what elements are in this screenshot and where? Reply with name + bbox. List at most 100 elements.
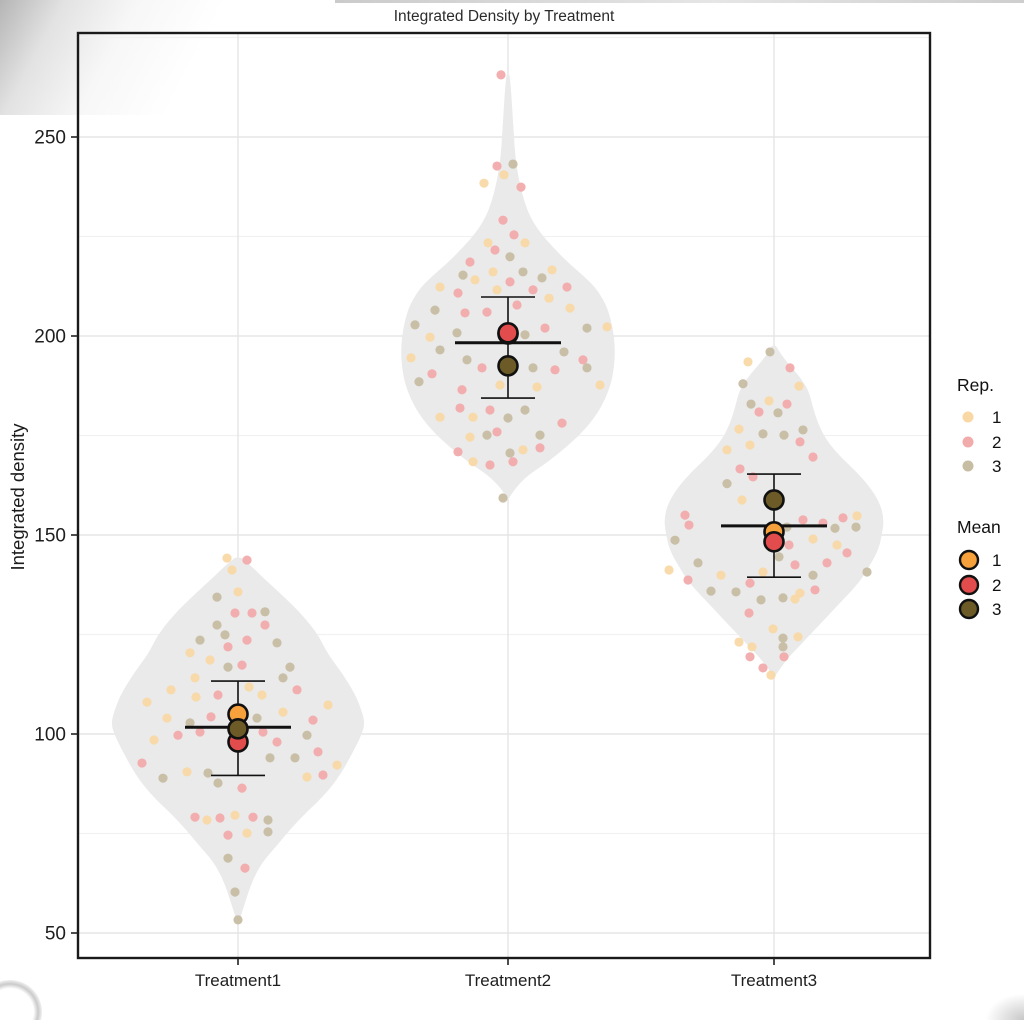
x-tick-label: Treatment1 — [195, 971, 281, 990]
jitter-point — [693, 558, 703, 568]
jitter-point — [766, 670, 776, 680]
legend-mean-swatch — [958, 549, 980, 571]
jitter-point — [680, 510, 690, 520]
y-axis-label: Integrated density — [7, 423, 28, 571]
y-tick-label: 150 — [34, 526, 66, 547]
jitter-point — [832, 540, 842, 550]
jitter-point — [272, 638, 282, 648]
jitter-point — [213, 690, 223, 700]
jitter-point — [862, 567, 872, 577]
jitter-point — [252, 713, 262, 723]
jitter-point — [852, 511, 862, 521]
jitter-point — [492, 285, 502, 295]
jitter-point — [745, 578, 755, 588]
jitter-point — [220, 630, 230, 640]
jitter-point — [195, 727, 205, 737]
jitter-point — [212, 592, 222, 602]
jitter-point — [185, 718, 195, 728]
jitter-point — [453, 288, 463, 298]
chart-title: Integrated Density by Treatment — [394, 8, 615, 25]
jitter-point — [260, 607, 270, 617]
jitter-point — [735, 464, 745, 474]
jitter-point — [758, 567, 768, 577]
jitter-point — [745, 440, 755, 450]
jitter-point — [509, 230, 519, 240]
jitter-point — [508, 159, 518, 169]
jitter-point — [808, 452, 818, 462]
jitter-point — [482, 307, 492, 317]
jitter-point — [458, 270, 468, 280]
jitter-point — [410, 320, 420, 330]
jitter-point — [240, 863, 250, 873]
jitter-point — [453, 447, 463, 457]
jitter-point — [851, 522, 861, 532]
jitter-point — [535, 443, 545, 453]
jitter-point — [435, 282, 445, 292]
jitter-point — [263, 827, 273, 837]
jitter-point — [457, 385, 467, 395]
jitter-point — [142, 697, 152, 707]
jitter-point — [215, 813, 225, 823]
jitter-point — [779, 652, 789, 662]
jitter-point — [260, 620, 270, 630]
jitter-points — [137, 70, 872, 925]
jitter-point — [182, 767, 192, 777]
jitter-point — [247, 608, 257, 618]
jitter-point — [479, 178, 489, 188]
jitter-point — [223, 853, 233, 863]
jitter-point — [532, 382, 542, 392]
jitter-point — [460, 308, 470, 318]
jitter-point — [808, 534, 818, 544]
jitter-point — [518, 445, 528, 455]
jitter-point — [798, 515, 808, 525]
jitter-point — [230, 810, 240, 820]
jitter-point — [482, 430, 492, 440]
jitter-point — [778, 642, 788, 652]
jitter-point — [313, 747, 323, 757]
jitter-point — [499, 170, 509, 180]
jitter-point — [498, 493, 508, 503]
jitter-point — [744, 608, 754, 618]
jitter-point — [503, 413, 513, 423]
mean-point-rep3 — [497, 355, 519, 377]
jitter-point — [302, 730, 312, 740]
jitter-point — [244, 682, 254, 692]
jitter-point — [162, 713, 172, 723]
legend-mean-label: 1 — [992, 551, 1001, 570]
jitter-point — [535, 430, 545, 440]
jitter-point — [149, 735, 159, 745]
jitter-point — [794, 381, 804, 391]
jitter-point — [435, 345, 445, 355]
jitter-point — [508, 457, 518, 467]
mean-point-rep2 — [763, 530, 785, 553]
jitter-point — [773, 408, 783, 418]
jitter-point — [223, 830, 233, 840]
jitter-point — [684, 520, 694, 530]
jitter-point — [308, 715, 318, 725]
jitter-point — [237, 660, 247, 670]
jitter-point — [195, 635, 205, 645]
jitter-point — [496, 70, 506, 80]
mean-point-rep3 — [227, 718, 249, 740]
jitter-point — [490, 245, 500, 255]
jitter-point — [223, 662, 233, 672]
jitter-point — [795, 437, 805, 447]
jitter-point — [158, 773, 168, 783]
legend-rep-title: Rep. — [957, 375, 994, 395]
y-tick-label: 200 — [34, 327, 66, 348]
jitter-point — [190, 673, 200, 683]
jitter-point — [492, 427, 502, 437]
jitter-point — [498, 215, 508, 225]
jitter-point — [779, 430, 789, 440]
jitter-point — [427, 369, 437, 379]
jitter-point — [810, 585, 820, 595]
jitter-point — [743, 357, 753, 367]
legend-rep-items: 1 2 3 — [962, 408, 1001, 476]
jitter-point — [838, 513, 848, 523]
jitter-point — [185, 648, 195, 658]
jitter-point — [468, 457, 478, 467]
mean-point-rep3 — [763, 489, 785, 511]
jitter-point — [550, 365, 560, 375]
jitter-point — [137, 758, 147, 768]
jitter-point — [285, 662, 295, 672]
